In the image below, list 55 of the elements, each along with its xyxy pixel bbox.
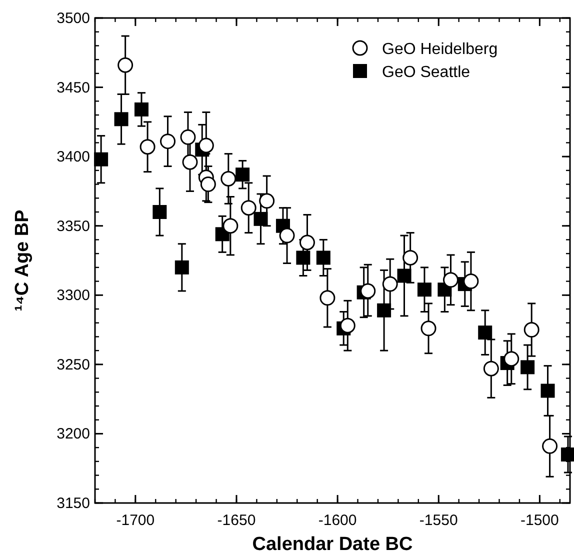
point [174, 260, 189, 274]
point [236, 168, 250, 182]
y-axis-title: ¹⁴C Age BP [12, 209, 33, 312]
point [180, 129, 196, 145]
point [524, 322, 540, 338]
point [520, 360, 535, 374]
x-tick-label: -1550 [419, 512, 458, 529]
point [542, 438, 558, 454]
point [182, 154, 198, 170]
point [94, 152, 108, 166]
point [198, 138, 214, 154]
point [463, 274, 479, 290]
x-tick-label: -1650 [217, 512, 256, 529]
point [377, 303, 392, 318]
point [478, 326, 492, 340]
y-tick-label: 3400 [56, 148, 90, 166]
point [420, 320, 436, 336]
legend-label: GeO Heidelberg [382, 41, 498, 58]
point [220, 170, 236, 186]
point [134, 102, 148, 116]
y-tick-label: 3500 [56, 10, 90, 27]
point [114, 112, 128, 126]
point [442, 272, 458, 288]
point [140, 139, 156, 155]
point [240, 200, 256, 216]
point [152, 205, 167, 219]
x-axis-title: Calendar Date BC [252, 534, 414, 555]
point [259, 193, 275, 209]
point [402, 250, 418, 266]
y-tick-label: 3150 [56, 495, 90, 512]
legend-label: GeO Seattle [382, 64, 470, 81]
point [417, 282, 432, 297]
y-tick-label: 3450 [56, 79, 90, 96]
point [222, 218, 238, 234]
point [160, 134, 176, 150]
point [340, 318, 356, 334]
point [118, 57, 134, 73]
x-tick-label: -1600 [318, 512, 357, 529]
point [200, 176, 216, 192]
point [560, 448, 574, 462]
y-tick-label: 3200 [56, 426, 90, 443]
y-tick-label: 3250 [56, 356, 90, 374]
y-tick-label: 3350 [56, 218, 90, 235]
point [360, 283, 376, 299]
x-tick-label: -1700 [116, 512, 155, 529]
x-tick-label: -1500 [520, 512, 559, 529]
point [279, 228, 295, 244]
point [316, 250, 330, 265]
point [504, 351, 520, 367]
point [299, 234, 315, 250]
point [382, 276, 398, 292]
point [540, 384, 555, 398]
point [483, 360, 499, 376]
y-tick-label: 3300 [56, 287, 90, 304]
point [320, 290, 336, 306]
